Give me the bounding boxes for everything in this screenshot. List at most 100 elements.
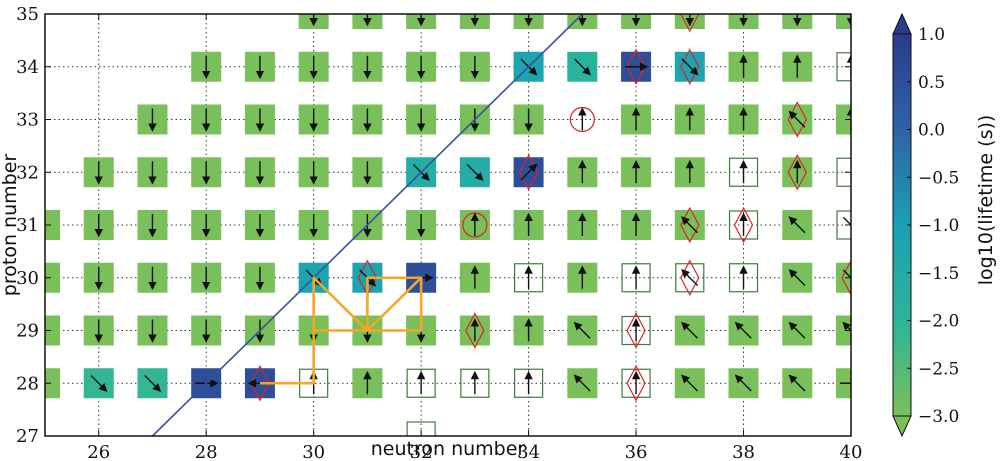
nuclide-cell: [298, 51, 329, 82]
stable-square-marker: [621, 315, 651, 346]
decay-arrow: [681, 374, 698, 392]
nuclide-cell: [782, 14, 813, 29]
nuclide-cell: [782, 51, 813, 82]
nuclide-cell: [191, 157, 222, 188]
stable-square-marker: [621, 368, 651, 398]
stable-square-marker: [621, 263, 651, 293]
nuclide-cell: [621, 48, 652, 86]
colorbar-tick-label: 0.0: [918, 121, 945, 141]
orange-path: [259, 276, 423, 385]
nuclide-cell: [567, 157, 598, 188]
nuclide-cell: [352, 157, 383, 188]
nuclide-cell: [674, 157, 705, 188]
decay-arrow: [466, 164, 484, 181]
y-tick-label: 33: [16, 110, 39, 131]
nuclide-cell: [836, 210, 851, 240]
y-axis-label: proton number: [0, 154, 21, 297]
nuclide-cell: [728, 368, 759, 399]
nuclide-cell: [137, 104, 168, 135]
nuclide-cell: [191, 210, 222, 240]
y-tick-label: 35: [16, 4, 39, 25]
nuclide-cell: [782, 262, 813, 293]
stable-square-marker: [675, 263, 705, 293]
x-tick-label: 30: [302, 442, 325, 461]
decay-arrow: [573, 374, 591, 392]
decay-arrow: [681, 321, 698, 339]
diamond-marker: [626, 48, 646, 86]
x-tick-label: 34: [517, 442, 540, 461]
cell-square: [45, 315, 60, 346]
colorbar-tick-label: 1.0: [918, 25, 945, 45]
nuclide-cell: [513, 104, 544, 135]
nuclide-cell: [83, 210, 114, 240]
decay-arrow: [788, 321, 806, 339]
decay-arrow: [681, 58, 699, 76]
nuclide-cell: [137, 315, 168, 346]
diamond-marker: [733, 206, 754, 244]
nuclide-cell: [460, 368, 490, 398]
colorbar-tick-label: −3.0: [918, 407, 959, 427]
nuclide-cell: [782, 368, 813, 399]
nuclide-cell: [621, 263, 651, 293]
diamond-marker: [250, 364, 270, 402]
decay-arrow: [90, 375, 108, 392]
decay-arrow: [734, 374, 752, 392]
colorbar-tick-label: −2.5: [918, 359, 959, 379]
diamond-marker: [680, 14, 700, 33]
nuclide-cell: [621, 210, 652, 240]
decay-arrow: [788, 110, 806, 128]
y-tick-label: 32: [16, 162, 39, 183]
nuclide-cell: [836, 315, 851, 346]
nuclide-cell: [782, 210, 813, 240]
nuclide-cell: [83, 262, 114, 293]
nuclide-cell: [137, 157, 168, 188]
nuclide-cell: [352, 14, 383, 29]
stable-square-marker: [836, 157, 851, 187]
nuclide-cell: [406, 51, 437, 82]
colorbar-tick-label: −2.0: [918, 312, 959, 332]
diamond-marker: [465, 312, 485, 349]
cells: [45, 14, 851, 436]
cell-square: [836, 262, 851, 293]
nuclide-cell: [45, 210, 60, 240]
nuclide-cell: [621, 364, 651, 402]
nuclide-cell: [137, 368, 168, 399]
nuclide-cell: [298, 157, 329, 188]
x-tick-label: 26: [87, 442, 110, 461]
x-tick-label: 32: [410, 442, 433, 461]
nuclide-cell: [244, 210, 275, 240]
stable-square-marker: [513, 368, 544, 398]
diamond-marker: [626, 364, 646, 402]
nuclide-cell: [459, 210, 490, 240]
stable-square-marker: [836, 52, 851, 82]
colorbar-tick-label: −0.5: [918, 168, 959, 188]
diamond-marker: [787, 153, 807, 191]
nuclide-cell: [45, 368, 60, 399]
decay-arrow: [788, 216, 806, 234]
nuclide-cell: [45, 262, 60, 293]
nuclide-cell: [728, 51, 759, 82]
y-tick-label: 31: [16, 215, 39, 236]
nuclide-cell: [459, 14, 490, 29]
nuclide-cell: [567, 262, 598, 293]
nuclide-cell: [513, 368, 544, 398]
nuclide-cell: [674, 368, 705, 399]
nuclide-cell: [244, 262, 275, 293]
nuclide-cell: [298, 210, 329, 240]
nuclide-cell: [567, 51, 598, 82]
x-axis-label: neutron number: [371, 438, 526, 460]
nuclide-cell: [513, 14, 544, 29]
nuclide-cell: [674, 206, 705, 244]
nuclide-cell: [352, 51, 383, 82]
nuclide-cell: [567, 368, 598, 399]
y-tick-label: 28: [16, 373, 39, 394]
colorbar-ticks: 1.0 0.5 0.0 −0.5 −1.0 −1.5 −2.0 −2.5 −3.0: [907, 25, 959, 427]
nuclide-cell: [83, 157, 114, 188]
nuclide-cell: [836, 157, 851, 187]
nuclide-cell: [459, 51, 490, 82]
nuclide-cell: [244, 51, 275, 82]
nuclide-cell: [621, 14, 652, 29]
cell-square: [45, 210, 60, 240]
nuclide-cell: [621, 104, 652, 135]
y-axis-ticks: 27 28 29 30 31 32 33 34 35: [16, 4, 851, 447]
